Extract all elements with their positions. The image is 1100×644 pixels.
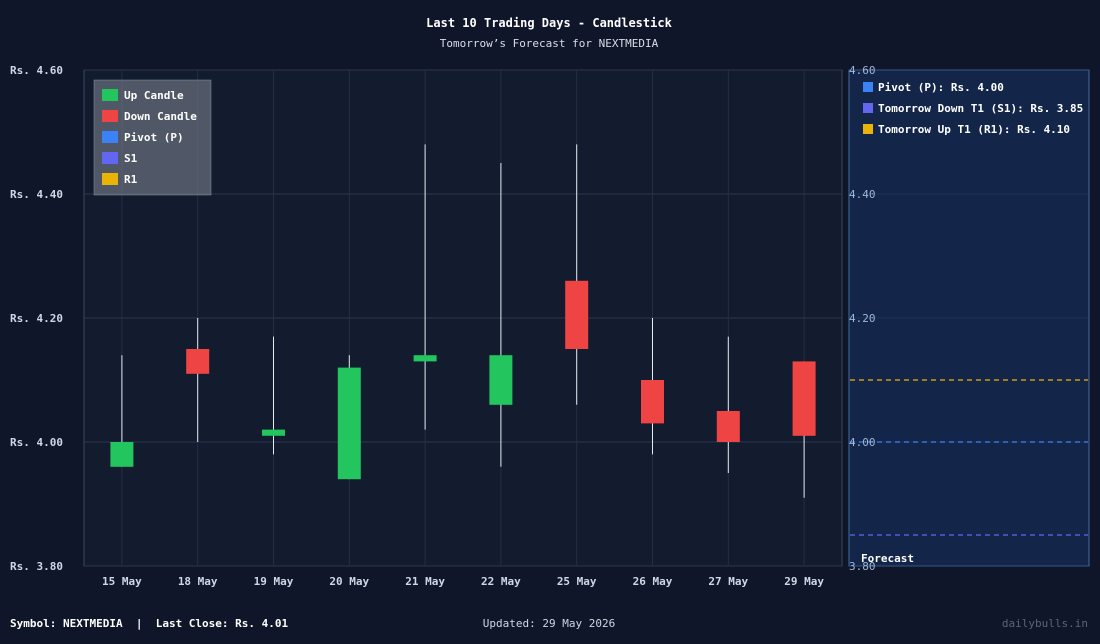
forecast-levels [850, 379, 1088, 536]
legend-label: R1 [124, 173, 138, 186]
forecast-legend-swatch [863, 124, 873, 134]
candle-body [186, 349, 210, 374]
legend-swatch [102, 110, 118, 122]
x-tick-label: 22 May [481, 575, 521, 588]
forecast-legend-label: Tomorrow Up T1 (R1): Rs. 4.10 [878, 123, 1070, 136]
forecast-legend-swatch [863, 103, 873, 113]
forecast-legend-label: Pivot (P): Rs. 4.00 [878, 81, 1004, 94]
legend-label: S1 [124, 152, 138, 165]
chart-title: Last 10 Trading Days - Candlestick [426, 16, 672, 30]
forecast-legend: Pivot (P): Rs. 4.00 Tomorrow Down T1 (S1)… [861, 81, 1083, 565]
chart-subtitle: Tomorrow’s Forecast for NEXTMEDIA [440, 37, 659, 50]
y-tick-label-right: 4.00 [849, 436, 876, 449]
y-axis-ticks: Rs. 3.80 3.80 Rs. 4.00 4.00 Rs. 4.20 4.20 Rs. … [10, 64, 876, 573]
x-tick-label: 18 May [178, 575, 218, 588]
forecast-legend-label: Tomorrow Down T1 (S1): Rs. 3.85 [878, 102, 1083, 115]
x-axis-ticks: 15 May 18 May 19 May 20 May 21 May 22 May 25 M… [102, 575, 824, 588]
y-tick-label-right: 4.40 [849, 188, 876, 201]
y-tick-label: Rs. 4.00 [10, 436, 63, 449]
legend-swatch [102, 89, 118, 101]
x-tick-label: 25 May [557, 575, 597, 588]
y-tick-label: Rs. 4.20 [10, 312, 63, 325]
y-tick-label: Rs. 4.40 [10, 188, 63, 201]
legend-swatch [102, 173, 118, 185]
y-tick-label: Rs. 3.80 [10, 560, 63, 573]
y-tick-label: Rs. 4.60 [10, 64, 63, 77]
forecast-label: Forecast [861, 552, 914, 565]
legend-swatch [102, 131, 118, 143]
legend-label: Pivot (P) [124, 131, 184, 144]
x-tick-label: 29 May [784, 575, 824, 588]
x-tick-label: 21 May [405, 575, 445, 588]
x-tick-label: 27 May [708, 575, 748, 588]
candle-body [716, 411, 740, 442]
x-tick-label: 15 May [102, 575, 142, 588]
legend-swatch [102, 152, 118, 164]
candle-body [641, 380, 664, 424]
candle-body [792, 361, 816, 436]
y-tick-label-right: 4.60 [849, 64, 876, 77]
x-tick-label: 26 May [633, 575, 673, 588]
candle-body [413, 355, 437, 362]
footer-brand: dailybulls.in [1002, 617, 1088, 630]
legend: Up Candle Down Candle Pivot (P) S1 R1 [93, 79, 212, 196]
footer-updated: Updated: 29 May 2026 [483, 617, 615, 630]
candle-body [110, 442, 134, 467]
x-tick-label: 19 May [254, 575, 294, 588]
candle-body [565, 280, 589, 349]
candle-body [262, 429, 285, 436]
legend-label: Down Candle [124, 110, 197, 123]
legend-label: Up Candle [124, 89, 184, 102]
candles [110, 144, 816, 498]
x-tick-label: 20 May [329, 575, 369, 588]
footer-symbol: Symbol: NEXTMEDIA | Last Close: Rs. 4.01 [10, 617, 289, 630]
candle-body [489, 355, 513, 405]
y-tick-label-right: 3.80 [849, 560, 876, 573]
forecast-legend-swatch [863, 82, 873, 92]
y-tick-label-right: 4.20 [849, 312, 876, 325]
candle-body [337, 367, 361, 480]
